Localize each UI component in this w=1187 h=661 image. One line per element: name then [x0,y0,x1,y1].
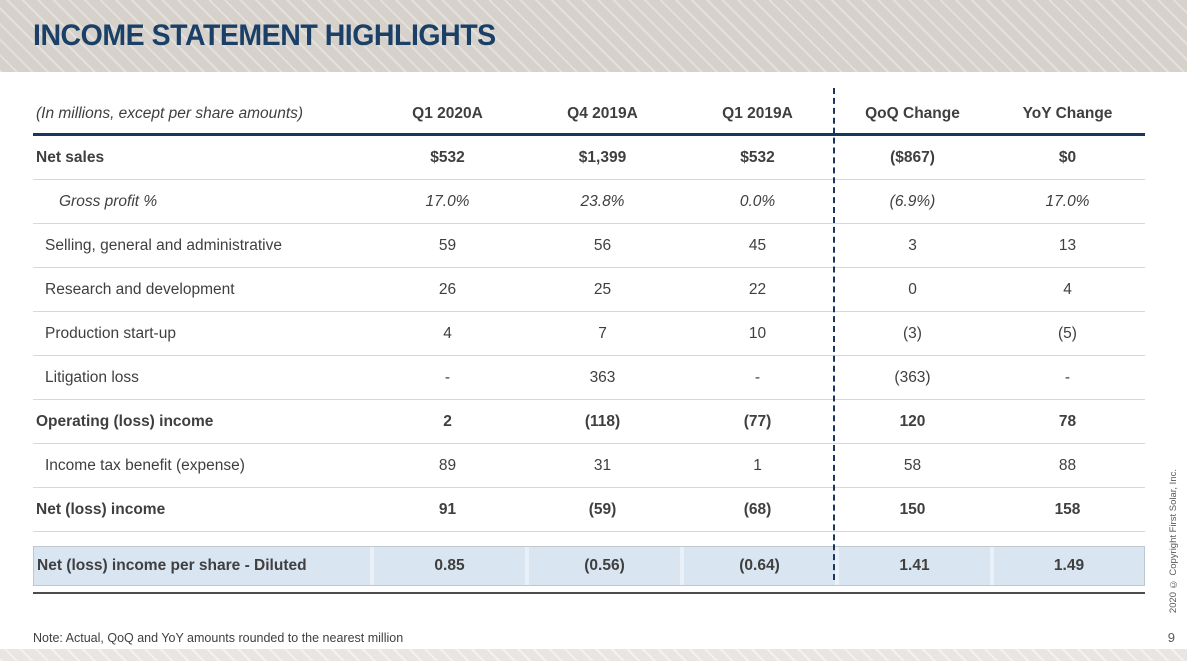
cell-value: 45 [748,236,767,254]
cell-value: $532 [430,148,465,166]
row-label: Litigation loss [45,368,139,386]
cell-value: 158 [1054,500,1081,518]
cell-value: (0.64) [680,547,835,585]
cell-value: - [754,368,761,386]
cell-value: - [1064,368,1071,386]
table-body: Net sales $532 $1,399 $532 ($867) $0 Gross pro… [33,136,1145,532]
cell-value: 1.49 [990,547,1144,585]
cell-value: (6.9%) [889,192,936,210]
footnote: Note: Actual, QoQ and YoY amounts rounde… [33,631,404,645]
cell-value: 1 [753,456,762,474]
page-title: INCOME STATEMENT HIGHLIGHTS [33,19,496,52]
row-label: Research and development [45,280,235,298]
table-row: Research and development 26 25 22 0 4 [33,268,1145,312]
per-share-highlight-row: Net (loss) income per share - Diluted 0.8… [33,546,1145,586]
cell-value: 120 [899,412,926,430]
cell-value: (3) [903,324,922,342]
cell-value: 31 [593,456,612,474]
slide-title-band: INCOME STATEMENT HIGHLIGHTS [0,0,1187,72]
column-header-qoq-change: QoQ Change [865,104,960,122]
cell-value: 56 [593,236,612,254]
cell-value: (363) [894,368,931,386]
row-label: Net (loss) income [36,500,166,518]
cell-value: 89 [438,456,457,474]
column-header-yoy-change: YoY Change [1022,104,1113,122]
column-header-q4-2019a: Q4 2019A [567,104,638,122]
cell-value: (118) [584,412,621,430]
table-row: Selling, general and administrative 59 56 4… [33,224,1145,268]
cell-value: (5) [1058,324,1077,342]
row-label: Net sales [36,148,105,166]
table-row: Production start-up 4 7 10 (3) (5) [33,312,1145,356]
cell-value: 0 [908,280,917,298]
cell-value: 17.0% [425,192,470,210]
table-row: Net sales $532 $1,399 $532 ($867) $0 [33,136,1145,180]
row-label: Operating (loss) income [36,412,214,430]
row-label: Income tax benefit (expense) [45,456,245,474]
cell-value: 22 [748,280,767,298]
table-row: Operating (loss) income 2 (118) (77) 120 78 [33,400,1145,444]
cell-value: 4 [1063,280,1072,298]
table-row: Income tax benefit (expense) 89 31 1 58 88 [33,444,1145,488]
cell-value: 363 [589,368,616,386]
page-number: 9 [1167,630,1175,645]
cell-value: 26 [438,280,457,298]
row-label: Net (loss) income per share - Diluted [34,547,370,585]
cell-value: 25 [593,280,612,298]
table-header-row: (In millions, except per share amounts) … [33,94,1145,136]
cell-value: $0 [1058,148,1077,166]
cell-value: (0.56) [525,547,680,585]
cell-value: 4 [443,324,452,342]
table-bottom-rule [33,592,1145,594]
cell-value: 1.41 [835,547,990,585]
cell-value: 17.0% [1045,192,1090,210]
cell-value: 13 [1058,236,1077,254]
column-header-q1-2020a: Q1 2020A [412,104,483,122]
row-label: Selling, general and administrative [45,236,282,254]
table-row: Net (loss) income 91 (59) (68) 150 158 [33,488,1145,532]
row-label: Production start-up [45,324,176,342]
cell-value: - [444,368,451,386]
cell-value: 88 [1058,456,1077,474]
cell-value: $532 [740,148,775,166]
cell-value: 3 [908,236,917,254]
cell-value: (59) [588,500,617,518]
column-header-q1-2019a: Q1 2019A [722,104,793,122]
income-statement-table: (In millions, except per share amounts) … [33,88,1145,594]
cell-value: 2 [443,412,452,430]
cell-value: 59 [438,236,457,254]
table-row: Gross profit % 17.0% 23.8% 0.0% (6.9%) 17.0% [33,180,1145,224]
change-columns-divider-line [833,88,835,580]
cell-value: 10 [748,324,767,342]
cell-value: 23.8% [580,192,625,210]
cell-value: 91 [438,500,457,518]
table-row: Litigation loss - 363 - (363) - [33,356,1145,400]
slide-footer-band [0,649,1187,661]
cell-value: 7 [598,324,607,342]
cell-value: 58 [903,456,922,474]
cell-value: 150 [899,500,926,518]
copyright-text: 2020 © Copyright First Solar, Inc. [1168,468,1179,613]
row-label: Gross profit % [59,192,158,210]
cell-value: 0.0% [739,192,776,210]
cell-value: 78 [1058,412,1077,430]
cell-value: ($867) [890,148,935,166]
cell-value: (77) [743,412,772,430]
cell-value: 0.85 [370,547,525,585]
cell-value: $1,399 [578,148,627,166]
cell-value: (68) [743,500,772,518]
table-units-label: (In millions, except per share amounts) [36,104,304,122]
